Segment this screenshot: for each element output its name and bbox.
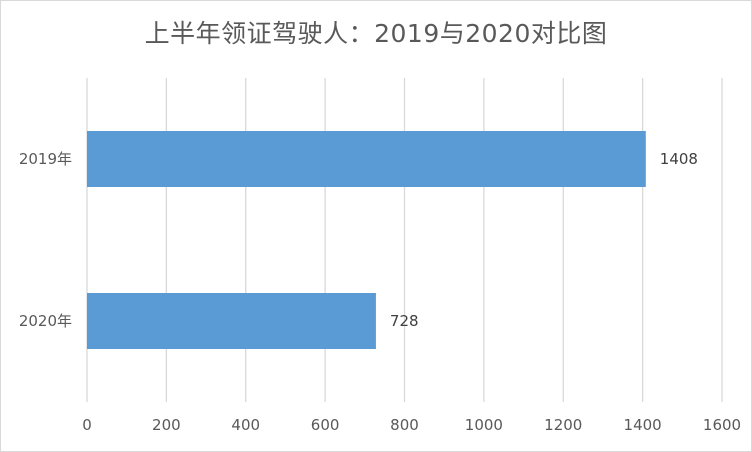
x-tick-label: 1000 — [465, 416, 503, 434]
category-label: 2019年 — [19, 150, 72, 168]
x-tick-label: 400 — [231, 416, 260, 434]
category-labels: 2019年 2020年 — [19, 150, 72, 330]
category-label: 2020年 — [19, 312, 72, 330]
bars — [87, 131, 646, 349]
gridlines — [86, 78, 723, 402]
bar — [87, 293, 376, 349]
x-tick-label: 1400 — [624, 416, 662, 434]
chart-title: 上半年领证驾驶人：2019与2020对比图 — [144, 19, 608, 48]
x-tick-label: 800 — [390, 416, 419, 434]
bar — [87, 131, 646, 187]
x-tick-label: 600 — [311, 416, 340, 434]
x-tick-label: 200 — [152, 416, 181, 434]
x-tick-label: 1600 — [703, 416, 741, 434]
data-labels: 1408 728 — [390, 150, 698, 330]
data-label: 1408 — [660, 150, 698, 168]
x-tick-label: 1200 — [544, 416, 582, 434]
x-tick-labels: 0 200 400 600 800 1000 1200 1400 1600 — [82, 416, 741, 434]
x-tick-label: 0 — [82, 416, 92, 434]
data-label: 728 — [390, 312, 419, 330]
